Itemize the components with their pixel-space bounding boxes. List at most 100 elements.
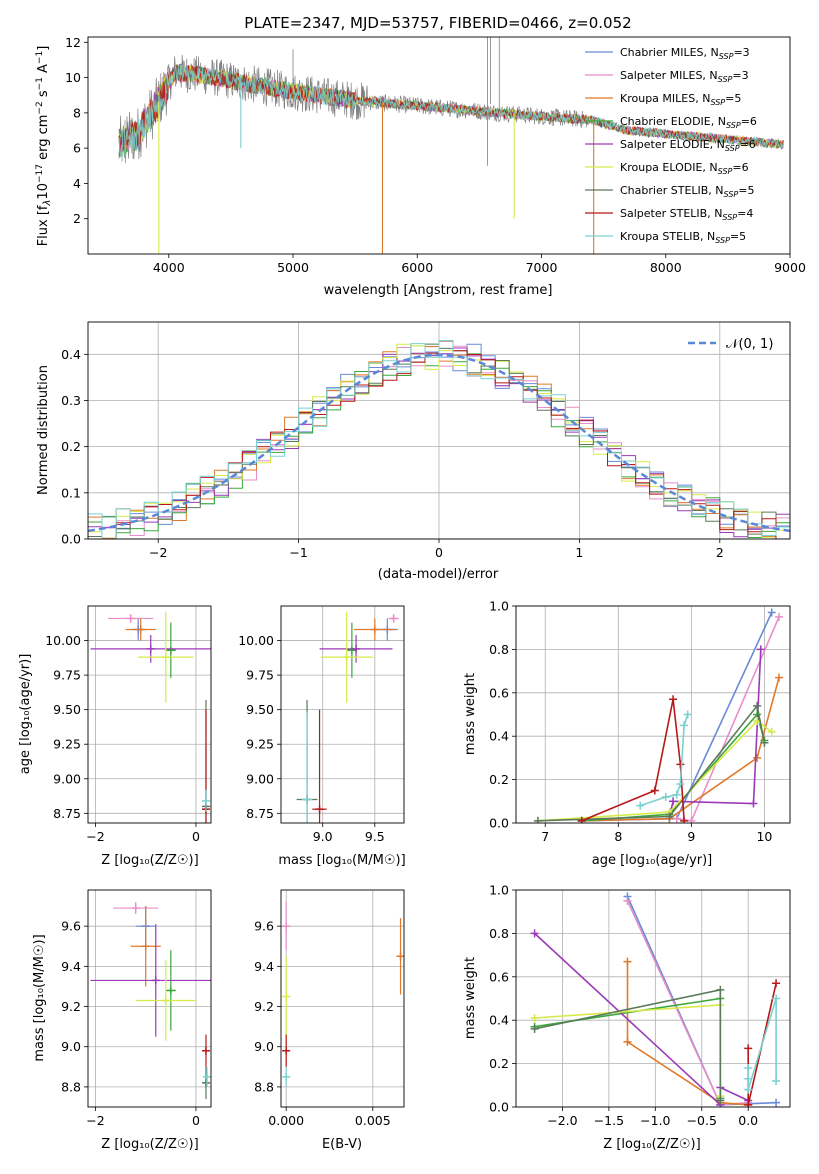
legend-entry: Kroupa ELODIE, NSSP=6 [620, 161, 749, 176]
age-vs-mass-plot: 9.0 9.5 8.75 9.00 9.25 9.50 9.75 10.00 [238, 605, 405, 844]
data-point [282, 992, 291, 1001]
weight-point [767, 727, 776, 736]
y-tick-label: 9.75 [246, 668, 274, 683]
data-point [347, 646, 356, 655]
weight-point [680, 816, 689, 823]
x-tick-label: 9000 [774, 260, 806, 275]
weight-vs-age-ylabel: mass weight [463, 673, 478, 755]
y-tick-label: 10 [65, 70, 81, 85]
model-spectrum-line [118, 64, 784, 159]
axes-frame [87, 889, 212, 1108]
weight-point [676, 760, 685, 769]
legend-subscript: SSP [725, 144, 740, 153]
legend-subscript: SSP [718, 75, 733, 84]
legend-name: Salpeter STELIB, N [620, 207, 722, 220]
weight-point [623, 896, 632, 905]
y-tick-label: 0.0 [61, 532, 81, 547]
weight-point [760, 738, 769, 747]
data-point [282, 1046, 291, 1055]
weight-line [626, 961, 749, 1106]
weight-point [636, 801, 645, 810]
legend-name: Kroupa MILES, N [620, 92, 710, 105]
age-vs-metallicity-xlabel: Z [log₁₀(Z/Z☉)] [101, 853, 198, 868]
y-tick-label: 8.75 [246, 806, 274, 821]
x-tick-label: 7000 [526, 260, 558, 275]
ylabel-part: −2 [35, 101, 45, 114]
legend-name: Kroupa ELODIE, N [620, 161, 718, 174]
ylabel-part: ] [36, 46, 51, 51]
plot-area [88, 340, 790, 539]
x-tick-label: 9.0 [313, 829, 333, 844]
ylabel-part: −1 [35, 51, 45, 64]
y-tick-label: 0.6 [489, 685, 509, 700]
mass-vs-metallicity-xlabel: Z [log₁₀(Z/Z☉)] [101, 1137, 198, 1152]
y-tick-label: 0.0 [489, 816, 509, 831]
mass-vs-ebv-panel: 0.000 0.005 8.8 9.0 9.2 9.4 9.6 E(B-V) [254, 889, 405, 1152]
axes-frame [87, 36, 791, 255]
y-tick-label: 8 [73, 105, 81, 120]
weight-point [676, 779, 685, 788]
x-tick-label: −1.0 [640, 1113, 670, 1128]
weight-point [683, 710, 692, 719]
weight-point [753, 753, 762, 762]
y-tick-label: 9.2 [254, 999, 274, 1014]
weight-point [744, 1063, 753, 1072]
y-tick-label: 9.00 [246, 771, 274, 786]
x-tick-label: 7 [541, 829, 549, 844]
weight-point [775, 612, 784, 621]
residuals-xlabel: (data-model)/error [378, 567, 499, 582]
weight-vs-metallicity-panel: −2.0 −1.5 −1.0 −0.5 0.0 0.0 0.2 0.4 0.6 0.8 1.0 Z … [463, 883, 791, 1152]
data-point [315, 805, 324, 814]
y-tick-label: 0.6 [489, 969, 509, 984]
x-tick-label: −2 [86, 829, 104, 844]
plot-area [296, 611, 399, 823]
legend-nssp: =3 [733, 46, 749, 59]
x-tick-label: 2 [716, 545, 724, 560]
legend-subscript: SSP [710, 98, 725, 107]
x-tick-label: 6000 [401, 260, 433, 275]
legend-subscript: SSP [726, 121, 741, 130]
y-tick-label: 0.8 [489, 926, 509, 941]
y-tick-label: 10.00 [45, 633, 81, 648]
y-tick-label: 9.75 [53, 668, 81, 683]
y-tick-label: 12 [65, 35, 81, 50]
x-tick-label: 8 [614, 829, 622, 844]
axes-frame [87, 605, 212, 824]
y-tick-label: 9.4 [254, 959, 274, 974]
y-tick-label: 8.8 [61, 1079, 81, 1094]
weight-point [623, 1037, 632, 1046]
legend-nssp: =6 [741, 115, 757, 128]
ylabel-part: −17 [35, 164, 45, 183]
legend-name: Kroupa STELIB, N [620, 230, 715, 243]
ylabel-part: erg cm [36, 115, 51, 164]
weight-point [716, 985, 725, 994]
weight-point [744, 1100, 753, 1107]
x-tick-label: 10 [756, 829, 772, 844]
weight-point [533, 816, 542, 823]
data-point [303, 795, 312, 804]
weight-point [753, 701, 762, 710]
y-tick-label: 1.0 [489, 599, 509, 614]
plot-area [533, 608, 784, 823]
data-point [151, 976, 160, 985]
legend-nssp: =3 [732, 69, 748, 82]
y-tick-label: 0.4 [489, 1013, 509, 1028]
plot-area [530, 892, 781, 1107]
weight-point [767, 608, 776, 617]
mass-vs-metallicity-plot: −2 0 8.8 9.0 9.2 9.4 9.6 [61, 889, 212, 1128]
residuals-ylabel: Normed distribution [36, 365, 51, 495]
legend-subscript: SSP [718, 167, 733, 176]
legend-entry: Kroupa STELIB, NSSP=5 [620, 230, 746, 245]
legend-entry: Chabrier STELIB, NSSP=5 [620, 184, 754, 199]
spectrum-plot: 4000 5000 6000 7000 8000 9000 2 4 6 8 10 12 [65, 35, 806, 275]
ylabel-part: λ [42, 200, 53, 207]
y-tick-label: 9.4 [61, 959, 81, 974]
data-point [282, 922, 291, 931]
x-tick-label: −2.0 [547, 1113, 577, 1128]
y-tick-label: 9.0 [254, 1039, 274, 1054]
y-tick-label: 6 [73, 141, 81, 156]
y-tick-label: 0.0 [489, 1100, 509, 1115]
weight-point [577, 816, 586, 823]
